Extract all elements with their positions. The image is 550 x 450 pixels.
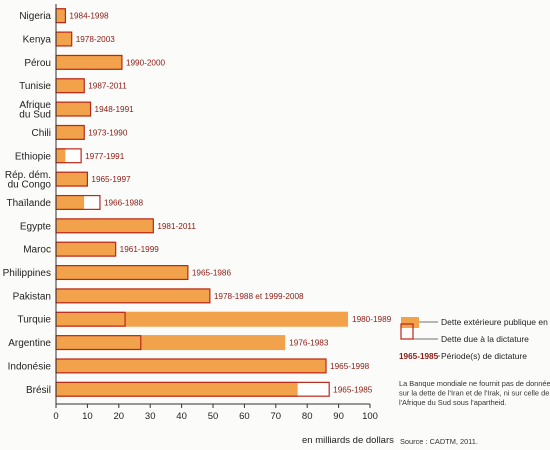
bar-public-debt (56, 101, 91, 117)
source-text: Source : CADTM, 2011. (400, 437, 478, 446)
bar-public-debt (56, 8, 66, 24)
period-label: 1990-2000 (126, 58, 166, 67)
period-label: 1977-1991 (85, 152, 125, 161)
legend-swatch-public-debt (401, 317, 419, 328)
period-label: 1965-1985 (333, 385, 373, 394)
x-axis-label: en milliards de dollars (302, 435, 394, 446)
x-tick-label: 60 (239, 411, 250, 422)
category-label: Maroc (23, 245, 51, 256)
category-label: Chili (32, 128, 51, 139)
period-label: 1965-1998 (330, 362, 370, 371)
bar-public-debt (56, 288, 210, 304)
bar-public-debt (56, 31, 72, 47)
category-label: Pérou (24, 58, 51, 69)
footnote-line: sur la dette de l'Iran et de l'Irak, ni … (399, 389, 549, 398)
period-label: 1976-1983 (289, 339, 329, 348)
category-label: Indonésie (8, 361, 52, 372)
period-label: 1981-2011 (157, 222, 196, 231)
category-label: Brésil (26, 385, 51, 396)
category-label: Ethiopie (15, 151, 52, 162)
category-label: Turquie (17, 315, 51, 326)
bar-public-debt (56, 171, 88, 187)
bars-layer: 1984-1998 1978-2003 1990-2000 1987-2011 1948… (55, 8, 392, 397)
x-axis: 0 10 20 30 40 50 60 70 80 90 100 (53, 4, 378, 422)
x-tick-label: 100 (362, 411, 378, 422)
period-label: 1965-1997 (91, 175, 131, 184)
legend: Dette extérieure publique en 2009 Dette d… (399, 317, 550, 361)
period-label: 1966-1988 (104, 198, 144, 207)
bar-dictatorship-debt-extra (297, 381, 330, 397)
category-label: Nigeria (19, 11, 51, 22)
x-tick-label: 70 (271, 411, 282, 422)
category-label: Philippines (3, 268, 51, 279)
period-label: 1973-1990 (88, 128, 128, 137)
bar-public-debt (56, 241, 116, 257)
category-label: Rép. dém. du Congo (5, 170, 52, 191)
category-label: Tunisie (19, 81, 51, 92)
bar-public-debt (56, 381, 298, 397)
bar-dictatorship-debt-extra (84, 194, 100, 210)
bar-public-debt (56, 335, 286, 351)
x-tick-label: 10 (82, 411, 93, 422)
x-tick-label: 90 (333, 411, 344, 422)
period-label: 1987-2011 (88, 82, 127, 91)
legend-item-period: Période(s) de dictature (441, 351, 527, 361)
footnote: La Banque mondiale ne fournit pas de don… (399, 379, 550, 407)
period-label: 1978-2003 (76, 35, 116, 44)
x-tick-label: 20 (114, 411, 125, 422)
period-label: 1978-1988 et 1999-2008 (214, 292, 304, 301)
x-tick-label: 0 (53, 411, 58, 422)
bar-dictatorship-debt-extra (65, 148, 82, 164)
footnote-line: l'Afrique du Sud sous l'apartheid. (399, 398, 507, 407)
x-tick-label: 40 (176, 411, 187, 422)
bar-public-debt (56, 311, 349, 327)
bar-public-debt (56, 194, 85, 210)
category-label: Argentine (8, 338, 51, 349)
bar-public-debt (56, 54, 122, 70)
category-label: Egypte (20, 221, 52, 232)
category-labels: Nigeria Kenya Pérou Tunisie Afrique du Sud Chi… (3, 11, 52, 396)
x-tick-label: 50 (208, 411, 219, 422)
period-label: 1965-1986 (192, 269, 232, 278)
period-label: 1961-1999 (120, 245, 160, 254)
bar-public-debt (56, 218, 154, 234)
footnote-line: La Banque mondiale ne fournit pas de don… (399, 379, 550, 388)
bar-public-debt (56, 78, 85, 94)
category-label: Afrique du Sud (19, 100, 51, 121)
period-label: 1980-1989 (352, 315, 392, 324)
bar-public-debt (56, 265, 188, 281)
category-label: Kenya (23, 35, 52, 46)
period-label: 1984-1998 (69, 12, 109, 21)
period-label: 1948-1991 (95, 105, 135, 114)
legend-period-sample: 1965-1985 (399, 352, 439, 361)
x-tick-label: 30 (145, 411, 156, 422)
legend-item-dictatorship-debt: Dette due à la dictature (441, 334, 529, 344)
category-label: Pakistan (13, 291, 51, 302)
bar-public-debt (56, 358, 327, 374)
legend-item-public-debt: Dette extérieure publique en 2009 (441, 317, 550, 327)
bar-public-debt (56, 148, 66, 164)
legend-swatch-dictatorship-debt (400, 323, 414, 340)
x-tick-label: 80 (302, 411, 313, 422)
bar-public-debt (56, 124, 85, 140)
category-label: Thaïlande (7, 198, 52, 209)
